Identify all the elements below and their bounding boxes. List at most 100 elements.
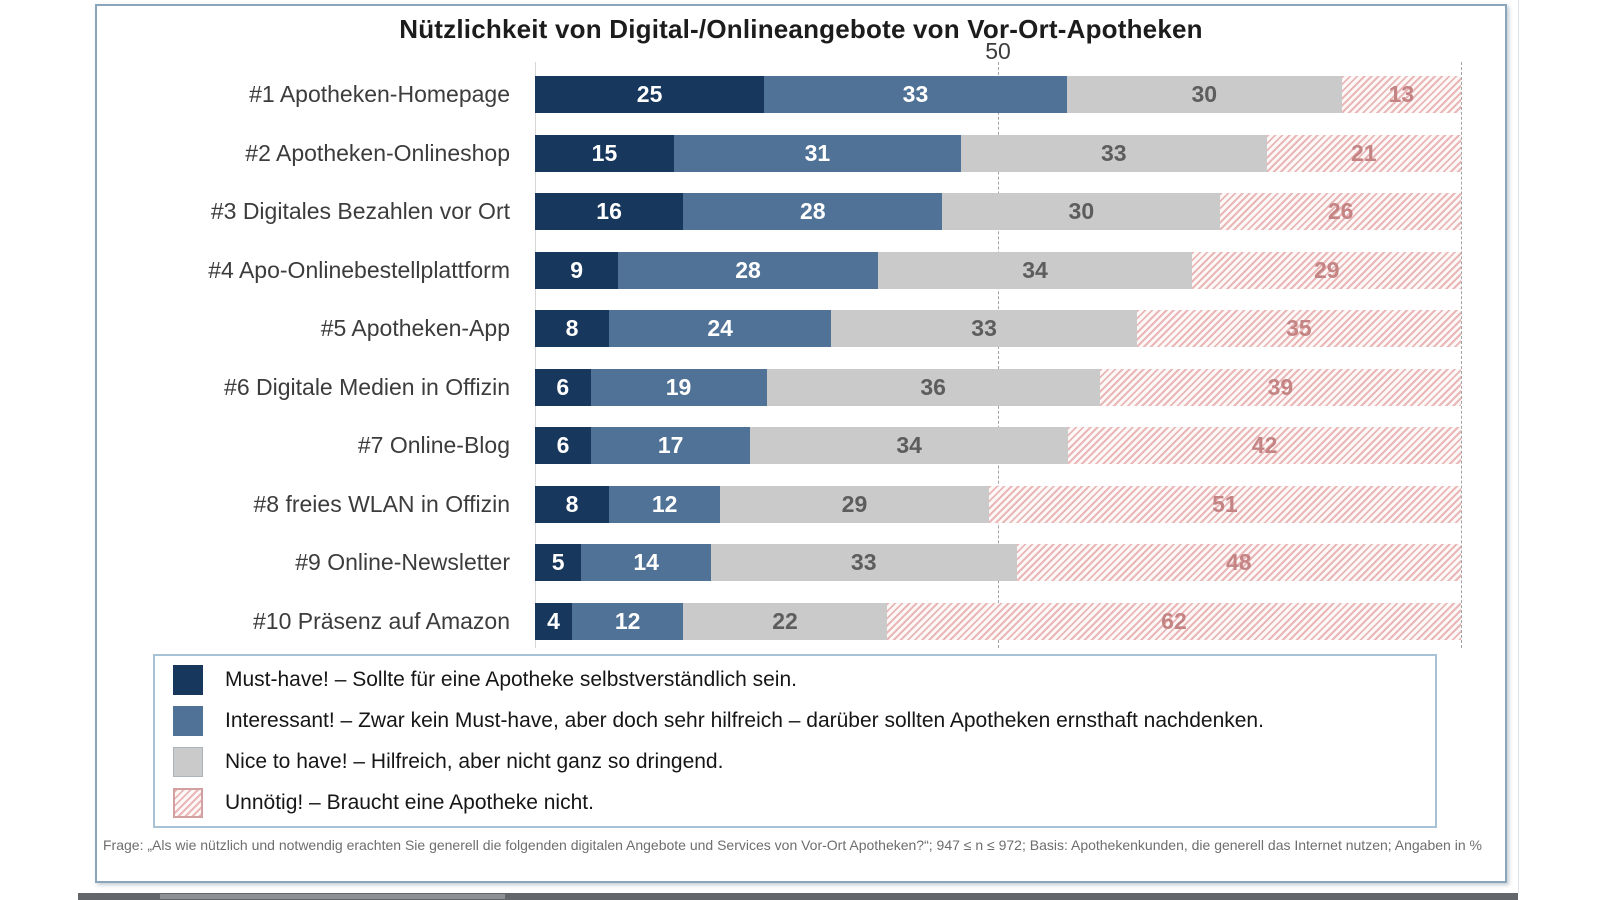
legend-label-interessant: Interessant! – Zwar kein Must-have, aber… [225,708,1264,732]
bar-segment-solid: 33 [710,544,1017,581]
bar-value-label: 12 [614,607,641,634]
bar-segment-hatched: 42 [1068,427,1461,464]
bar-segment-solid: 6 [535,368,591,406]
legend-item-interessant: Interessant! – Zwar kein Must-have, aber… [173,705,1435,736]
bar-track: 8 24 33 35 [535,310,1461,347]
bar-segment-solid: 12 [609,485,721,523]
bar-segment-solid: 8 [535,485,610,523]
chart-title: Nützlichkeit von Digital-/Onlineangebote… [399,14,1203,44]
bar-track: 25 33 30 13 [535,76,1461,113]
y-axis-line [535,62,536,648]
chart-row: #6 Digitale Medien in Offizin 6 19 36 39 [97,368,1461,406]
bar-value-label: 62 [1161,607,1187,634]
window-edge-line [1518,0,1519,893]
bar-track: 6 19 36 39 [535,368,1461,406]
bar-value-label: 28 [800,198,826,224]
bar-segment-hatched: 29 [1192,251,1462,289]
category-label: #1 Apotheken-Homepage [249,81,510,107]
bar-value-label: 25 [636,81,663,107]
bar-value-label: 36 [920,373,946,400]
bar-value-label: 26 [1327,198,1354,224]
bar-segment-solid: 4 [535,602,573,640]
bar-value-label: 51 [1212,490,1238,517]
bar-segment-hatched: 13 [1341,76,1461,113]
category-label: #4 Apo-Onlinebestellplattform [208,256,510,283]
bar-segment-solid: 24 [609,310,832,347]
bar-segment-solid: 33 [831,310,1137,347]
bar-segment-solid: 33 [764,76,1067,113]
legend-label-nice-to-have: Nice to have! – Hilfreich, aber nicht ga… [225,749,724,773]
bar-value-label: 30 [1191,81,1218,107]
bar-segment-solid: 22 [683,602,887,640]
bar-segment-solid: 30 [942,193,1221,230]
legend-item-unnoetig: Unnötig! – Braucht eine Apotheke nicht. [173,787,1435,818]
bar-segment-hatched: 35 [1136,310,1461,347]
bar-value-label: 33 [971,315,997,341]
bar-segment-solid: 33 [960,134,1267,172]
bar-value-label: 42 [1251,432,1278,458]
bar-segment-hatched: 39 [1099,368,1461,406]
bar-value-label: 16 [596,198,622,224]
chart-row: #10 Präsenz auf Amazon 4 12 22 62 [97,602,1462,640]
bar-value-label: 33 [1100,139,1127,166]
bar-value-label: 34 [896,432,922,458]
bar-value-label: 13 [1388,81,1415,107]
plot-area: #1 Apotheken-Homepage 25 33 30 13 #2 Apotheke… [97,6,1505,881]
category-label: #2 Apotheken-Onlineshop [245,139,510,166]
chart-row: #5 Apotheken-App 8 24 33 35 [97,310,1461,347]
bar-segment-hatched: 62 [886,602,1462,640]
bar-segment-hatched: 21 [1266,134,1461,172]
bar-value-label: 28 [735,256,761,283]
bar-value-label: 17 [657,432,684,458]
bar-segment-solid: 28 [683,193,943,230]
category-label: #7 Online-Blog [357,432,510,458]
bar-track: 8 12 29 51 [535,485,1462,523]
bar-segment-solid: 30 [1066,76,1342,113]
bar-value-label: 21 [1350,139,1377,166]
legend-swatch-unnoetig [173,787,203,818]
bar-segment-solid: 31 [673,134,961,172]
category-label: #8 freies WLAN in Offizin [253,490,510,517]
chart-row: #8 freies WLAN in Offizin 8 12 29 51 [97,485,1462,523]
category-label: #9 Online-Newsletter [295,549,510,575]
category-label: #5 Apotheken-App [320,315,510,341]
bar-track: 15 31 33 21 [535,134,1461,172]
bar-segment-solid: 19 [590,368,767,406]
bar-value-label: 8 [565,490,579,517]
bar-value-label: 34 [1022,256,1048,283]
bar-value-label: 39 [1267,373,1294,400]
legend-swatch-interessant [173,705,203,736]
bar-value-label: 19 [665,373,692,400]
bar-value-label: 5 [551,549,565,575]
bar-track: 6 17 34 42 [535,427,1461,464]
bar-track: 5 14 33 48 [535,544,1461,581]
bar-segment-solid: 29 [720,485,989,523]
bar-value-label: 48 [1225,549,1252,575]
bar-segment-solid: 34 [877,251,1193,289]
bar-segment-solid: 36 [766,368,1100,406]
bar-track: 4 12 22 62 [535,602,1462,640]
bar-value-label: 6 [556,432,570,458]
bar-segment-solid: 14 [581,544,711,581]
bar-segment-hatched: 48 [1016,544,1461,581]
legend-label-unnoetig: Unnötig! – Braucht eine Apotheke nicht. [225,790,594,814]
legend-item-must-have: Must-have! – Sollte für eine Apotheke se… [173,664,1435,695]
category-label: #3 Digitales Bezahlen vor Ort [210,198,510,224]
bar-track: 9 28 34 29 [535,251,1462,289]
bar-value-label: 33 [902,81,929,107]
taskbar-strip [78,893,1518,900]
bar-segment-solid: 25 [535,76,765,113]
category-label: #6 Digitale Medien in Offizin [224,373,510,400]
category-label: #10 Präsenz auf Amazon [253,607,510,634]
bar-value-label: 31 [804,139,831,166]
bar-value-label: 30 [1068,198,1095,224]
taskbar-strip-highlight [160,894,505,899]
chart-row: #9 Online-Newsletter 5 14 33 48 [97,544,1461,581]
bar-value-label: 33 [850,549,877,575]
bar-value-label: 4 [547,607,560,634]
bar-segment-solid: 15 [535,134,674,172]
legend-label-must-have: Must-have! – Sollte für eine Apotheke se… [225,667,797,691]
bar-segment-solid: 5 [535,544,582,581]
bar-track: 16 28 30 26 [535,193,1461,230]
